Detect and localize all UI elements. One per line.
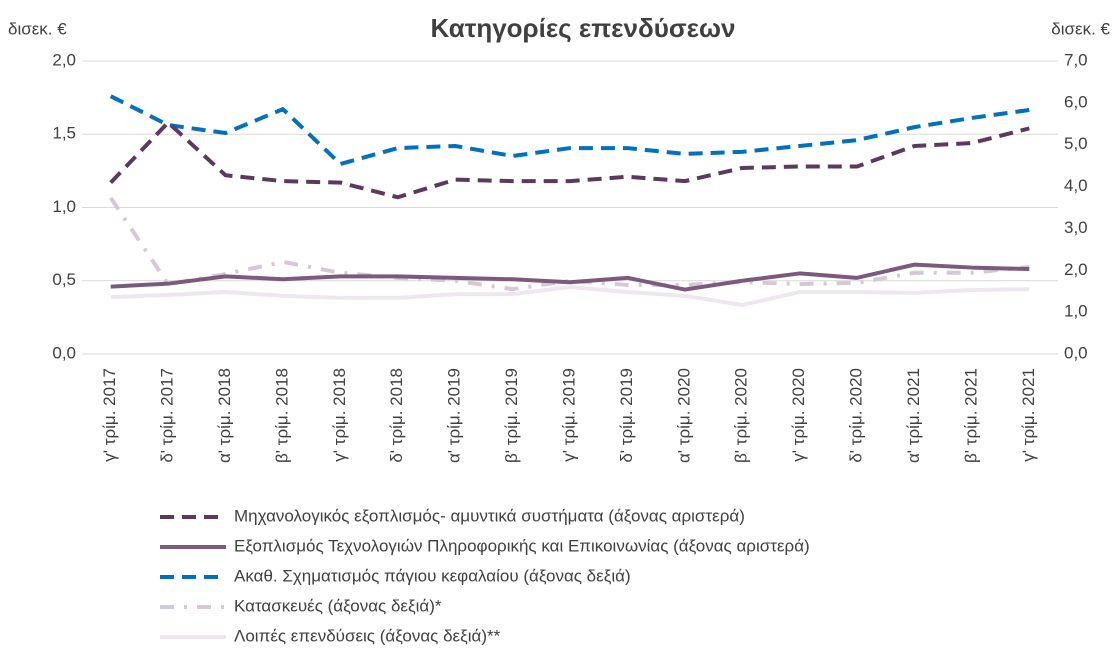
y2-tick-label: 2,0: [1064, 260, 1088, 279]
x-tick-label: β' τρίμ. 2020: [732, 368, 751, 463]
y2-tick-label: 7,0: [1064, 50, 1088, 69]
legend-label: Λοιπές επενδύσεις (άξονας δεξιά)**: [234, 626, 501, 645]
x-tick-label: β' τρίμ. 2018: [272, 368, 291, 463]
x-tick-label: β' τρίμ. 2021: [961, 368, 980, 463]
series-line: [109, 196, 1030, 292]
y2-tick-label: 4,0: [1064, 176, 1088, 195]
x-tick-label: γ' τρίμ. 2018: [330, 368, 349, 462]
x-tick-label: α' τρίμ. 2020: [674, 368, 693, 463]
legend-label: Μηχανολογικός εξοπλισμός- αμυντικά συστή…: [234, 506, 745, 525]
y2-axis-label: δισεκ. €: [1051, 19, 1110, 38]
y-tick-label: 1,5: [52, 124, 76, 143]
y-tick-label: 0,0: [52, 343, 76, 362]
x-tick-label: α' τρίμ. 2019: [445, 368, 464, 463]
legend-label: Κατασκευές (άξονας δεξιά)*: [234, 596, 442, 615]
y-axis-label: δισεκ. €: [8, 19, 67, 38]
y-tick-label: 0,5: [52, 270, 76, 289]
x-tick-label: γ' τρίμ. 2019: [559, 368, 578, 462]
series-line: [109, 120, 1030, 200]
series-line: [110, 285, 1030, 308]
y2-tick-label: 5,0: [1064, 134, 1088, 153]
x-tick-label: β' τρίμ. 2019: [502, 368, 521, 463]
chart-title: Κατηγορίες επενδύσεων: [431, 13, 736, 43]
x-tick-label: γ' τρίμ. 2017: [100, 368, 119, 462]
series-line: [110, 262, 1030, 292]
y2-tick-label: 6,0: [1064, 92, 1088, 111]
series-line: [109, 94, 1030, 166]
x-tick-label: δ' τρίμ. 2018: [387, 368, 406, 463]
x-tick-label: δ' τρίμ. 2017: [158, 368, 177, 463]
x-tick-label: α' τρίμ. 2018: [215, 368, 234, 463]
y-tick-label: 2,0: [52, 50, 76, 69]
x-tick-label: γ' τρίμ. 2020: [789, 368, 808, 462]
x-tick-label: δ' τρίμ. 2020: [847, 368, 866, 463]
x-tick-label: γ' τρίμ. 2021: [1019, 368, 1038, 462]
x-tick-label: δ' τρίμ. 2019: [617, 368, 636, 463]
legend-label: Εξοπλισμός Τεχνολογιών Πληροφορικής και …: [234, 536, 810, 555]
y2-tick-label: 1,0: [1064, 302, 1088, 321]
y2-tick-label: 0,0: [1064, 343, 1088, 362]
y-tick-label: 1,0: [52, 197, 76, 216]
x-tick-label: α' τρίμ. 2021: [904, 368, 923, 463]
legend-label: Ακαθ. Σχηματισμός πάγιου κεφαλαίου (άξον…: [234, 566, 631, 585]
y2-tick-label: 3,0: [1064, 218, 1088, 237]
